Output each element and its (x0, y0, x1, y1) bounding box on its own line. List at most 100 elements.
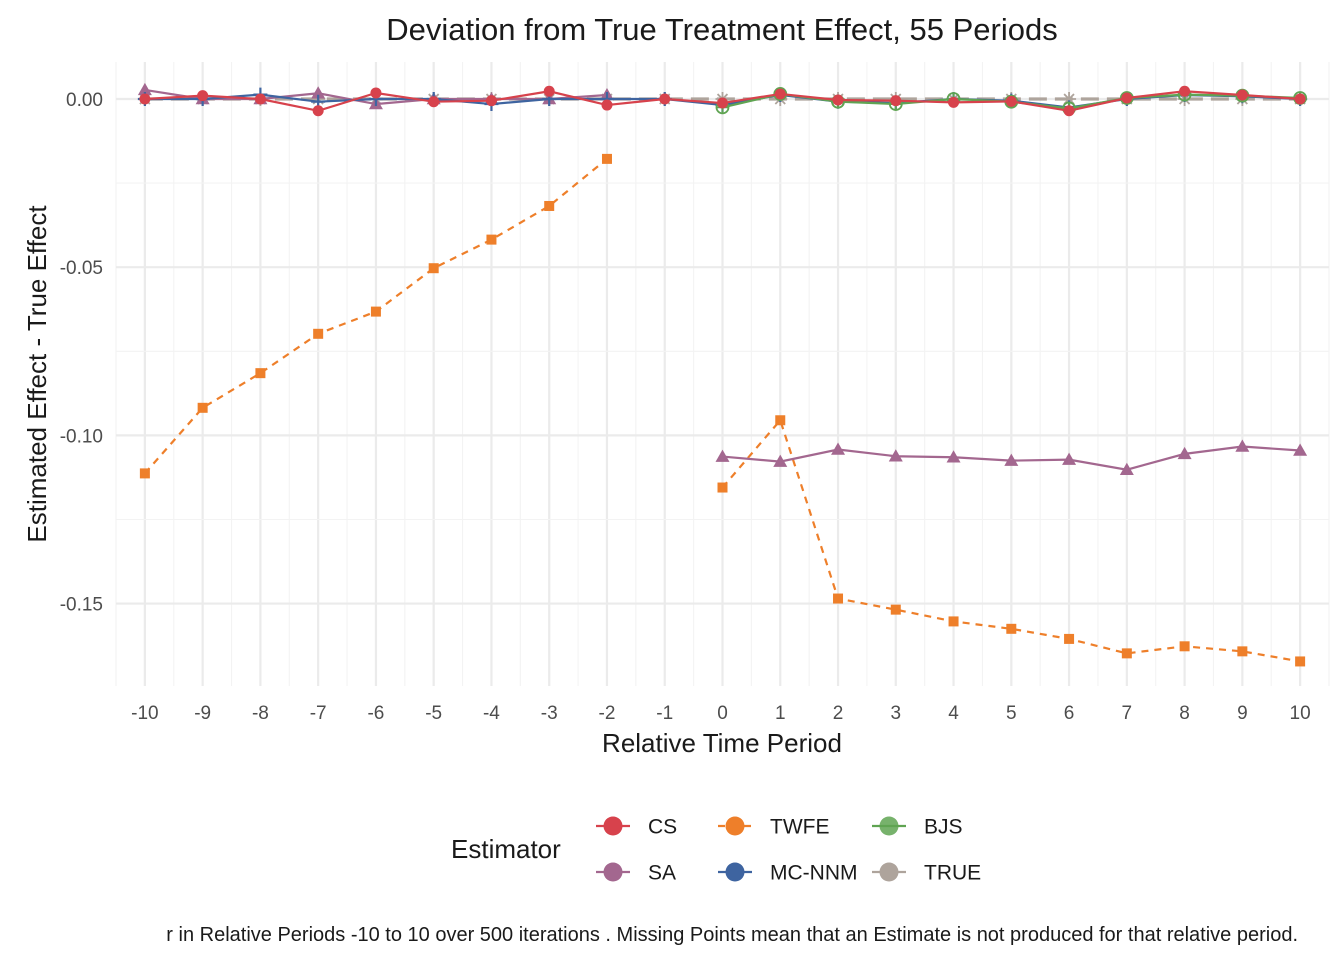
data-point (313, 328, 324, 339)
legend-label: MC-NNM (770, 862, 857, 885)
x-axis-title: Relative Time Period (602, 728, 842, 758)
data-point (1179, 85, 1191, 97)
legend-swatch (603, 816, 623, 836)
series-line (721, 418, 1301, 663)
data-point (1064, 633, 1075, 644)
data-point (428, 96, 440, 108)
legend-item-cs: CS (596, 816, 677, 839)
data-point (197, 90, 209, 102)
data-point (255, 368, 266, 379)
grid (115, 62, 1330, 686)
legend-item-bjs: BJS (872, 816, 963, 839)
data-point (311, 86, 326, 99)
data-point (1062, 92, 1077, 107)
data-point (312, 105, 324, 117)
data-point (1179, 641, 1190, 652)
data-point (1295, 656, 1306, 667)
data-point (717, 97, 728, 109)
x-tick-label: -4 (483, 703, 500, 724)
data-point (370, 87, 382, 99)
x-tick-label: -7 (310, 703, 327, 724)
data-point (601, 99, 613, 111)
series-cs (139, 85, 1306, 117)
data-point (1236, 89, 1248, 101)
y-tick-label: -0.05 (60, 258, 103, 279)
legend-swatch (603, 862, 623, 882)
legend-label: TWFE (770, 816, 829, 839)
plot-series (137, 82, 1308, 667)
data-point (543, 85, 555, 97)
data-point (1237, 646, 1248, 657)
data-point (1177, 446, 1192, 460)
data-point (1235, 439, 1250, 452)
data-point (946, 450, 961, 463)
x-tick-label: 10 (1290, 703, 1311, 724)
data-point (831, 442, 846, 455)
data-point (774, 88, 786, 100)
x-tick-label: -9 (194, 703, 211, 724)
x-tick-label: -1 (656, 703, 673, 724)
data-point (370, 306, 381, 317)
legend: CS TWFE BJS SA MC-NNM TRUE (596, 816, 981, 885)
legend-item-sa: SA (596, 862, 676, 885)
data-point (137, 82, 152, 96)
data-point (773, 454, 788, 467)
data-point (888, 449, 903, 462)
x-tick-label: 6 (1064, 703, 1075, 724)
x-tick-label: -2 (599, 703, 616, 724)
data-point (948, 96, 960, 108)
x-tick-label: 4 (948, 703, 959, 724)
x-tick-label: -3 (541, 703, 558, 724)
data-point (428, 263, 439, 274)
data-point (832, 94, 844, 106)
legend-label: CS (648, 816, 677, 839)
x-tick-label: 9 (1237, 703, 1248, 724)
y-tick-label: 0.00 (66, 90, 103, 111)
data-point (485, 95, 497, 107)
x-axis-ticks: -10 -9 -8 -7 -6 -5 -4 -3 -2 -1 0 1 2 3 4 5 6 7 8 9 10 (131, 703, 1311, 724)
data-point (1006, 623, 1017, 634)
data-point (659, 93, 671, 105)
y-tick-label: -0.10 (60, 426, 103, 447)
data-point (1294, 93, 1306, 105)
y-axis-title: Estimated Effect - True Effect (22, 205, 52, 543)
y-tick-label: -0.15 (60, 595, 103, 616)
chart-caption: r in Relative Periods -10 to 10 over 500… (166, 924, 1298, 946)
y-axis-ticks: 0.00 -0.05 -0.10 -0.15 (60, 90, 103, 616)
legend-label: SA (648, 862, 676, 885)
data-point (139, 468, 150, 479)
data-point (486, 234, 497, 245)
x-tick-label: 8 (1179, 703, 1190, 724)
data-point (254, 93, 266, 105)
data-point (1121, 92, 1133, 104)
data-point (1293, 443, 1308, 456)
legend-swatch (725, 862, 745, 882)
data-point (1004, 453, 1019, 466)
data-point (1121, 648, 1132, 659)
data-point (1062, 452, 1077, 465)
legend-swatch (879, 816, 899, 836)
x-tick-label: 3 (890, 703, 901, 724)
data-point (544, 200, 555, 211)
legend-title: Estimator (451, 834, 561, 864)
x-tick-label: 2 (833, 703, 844, 724)
data-point (715, 449, 730, 462)
legend-item-mc-nnm: MC-NNM (718, 862, 857, 885)
data-point (1005, 95, 1017, 107)
data-point (890, 95, 902, 107)
data-point (833, 593, 844, 604)
data-point (890, 604, 901, 615)
data-point (139, 93, 151, 105)
x-tick-label: 0 (717, 703, 728, 724)
x-tick-label: -10 (131, 703, 158, 724)
data-point (1063, 105, 1075, 117)
data-point (775, 415, 786, 426)
x-tick-label: 1 (775, 703, 786, 724)
legend-item-true: TRUE (872, 862, 981, 885)
data-point (717, 482, 728, 493)
data-point (1119, 462, 1134, 475)
data-point (197, 402, 208, 413)
x-tick-label: -8 (252, 703, 269, 724)
x-tick-label: -6 (367, 703, 384, 724)
